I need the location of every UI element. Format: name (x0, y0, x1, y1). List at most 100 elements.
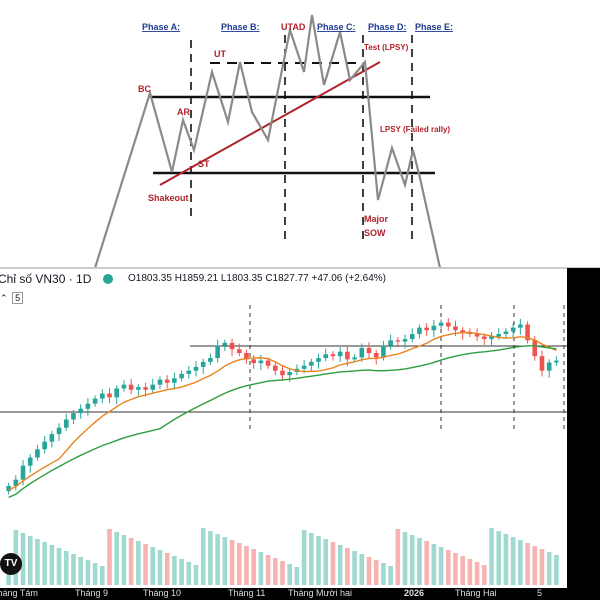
candle-body (309, 361, 314, 366)
volume-bar (431, 544, 437, 585)
volume-bar (510, 537, 516, 585)
candle-body (215, 345, 220, 359)
volume-bar (229, 540, 235, 585)
market-dot-icon (103, 274, 113, 284)
volume-bar (474, 562, 480, 585)
candle-body (438, 322, 444, 326)
candle-body (496, 334, 502, 337)
candle-body (193, 366, 199, 371)
volume-bar (301, 530, 307, 585)
candle-body (409, 334, 415, 340)
chevron-icon: ⌃ (0, 293, 8, 303)
volume-bar (272, 558, 278, 585)
candle-body (366, 347, 372, 353)
phase-b-label: Phase B: (221, 22, 260, 32)
candle-body (128, 384, 134, 390)
volume-bar (496, 531, 502, 585)
volume-bar (489, 528, 494, 585)
candle-body (445, 322, 451, 327)
test-lpsy-label: Test (LPSY) (364, 43, 409, 52)
volume-bar (532, 546, 538, 585)
volume-bar (402, 532, 408, 585)
candle-body (431, 325, 437, 331)
volume-bar (208, 531, 213, 585)
indicator-count-badge: 5 (12, 292, 24, 304)
candle-body (222, 342, 228, 346)
volume-bar (150, 547, 156, 585)
candle-body (20, 465, 26, 480)
volume-bar (366, 557, 372, 585)
divider (0, 267, 600, 269)
major-label: Major (364, 214, 389, 224)
volume-bar (424, 541, 429, 585)
candle-body (402, 339, 408, 342)
candle-body (525, 324, 530, 341)
volume-bar (445, 550, 451, 585)
volume-bar (337, 545, 343, 585)
candle-body (229, 342, 235, 350)
volume-bar (251, 549, 256, 585)
volume-bar (309, 533, 314, 585)
x-tick: Tháng Hai (455, 588, 497, 598)
candle-body (424, 327, 429, 331)
ut-label: UT (214, 49, 226, 59)
candle-body (510, 327, 516, 332)
ma-slow-line (8, 345, 557, 499)
volume-bar (63, 551, 69, 585)
candle-body (6, 486, 11, 492)
candle-body (143, 387, 148, 390)
volume-bar (453, 553, 458, 585)
wyckoff-price-path (93, 14, 442, 268)
candle-body (388, 340, 393, 346)
indicator-toggle[interactable]: ⌃ 5 (0, 292, 24, 305)
volume-bar (554, 555, 559, 585)
candle-body (546, 362, 552, 371)
volume-bar (467, 559, 473, 585)
volume-bar (179, 559, 184, 585)
candle-body (85, 403, 91, 409)
volume-bar (258, 552, 264, 585)
volume-bar (381, 563, 386, 585)
candle-body (539, 356, 545, 371)
candle-body (200, 361, 206, 367)
volume-bar (294, 567, 300, 585)
volume-bar (280, 561, 285, 585)
volume-bar (71, 554, 76, 585)
symbol-title[interactable]: Chỉ số VN30 · 1D (0, 272, 92, 286)
x-axis: Tháng Tám Tháng 9 Tháng 10 Tháng 11 Thán… (0, 588, 567, 600)
candle-body (532, 340, 538, 357)
volume-bar (92, 563, 98, 585)
bottom-bar (0, 588, 600, 600)
st-label: ST (198, 159, 210, 169)
x-tick: Tháng Mười hai (288, 588, 352, 598)
volume-bar (200, 528, 206, 585)
candle-body (503, 331, 509, 334)
candle-body (359, 347, 365, 358)
candle-body (208, 358, 213, 362)
volume-bar (373, 560, 379, 585)
volume-bar (6, 567, 11, 585)
lpsy-label: LPSY (Failed rally) (380, 125, 450, 134)
candle-body (345, 351, 350, 360)
phase-d-label: Phase D: (368, 22, 407, 32)
candle-body (150, 384, 156, 390)
chart-header: Chỉ số VN30 · 1D O1803.35 H1859.21 L1803… (0, 272, 600, 290)
candle-body (179, 373, 184, 379)
candle-body (244, 353, 249, 360)
candle-body (42, 441, 47, 450)
candle-body (114, 388, 120, 398)
volume-bar (323, 539, 329, 585)
volume-bar (114, 532, 120, 585)
volume-bar (56, 548, 62, 585)
candle-body (287, 372, 293, 376)
tv-logo-icon: TV (0, 553, 22, 575)
candle-body (352, 357, 357, 360)
wyckoff-trendline (159, 61, 381, 186)
volume-bar (85, 560, 91, 585)
volume-bar (409, 535, 415, 585)
volume-bar (107, 529, 112, 585)
candle-body (56, 427, 62, 435)
right-panel (567, 268, 600, 600)
candlestick-chart[interactable] (0, 290, 567, 600)
candle-body (482, 336, 487, 340)
